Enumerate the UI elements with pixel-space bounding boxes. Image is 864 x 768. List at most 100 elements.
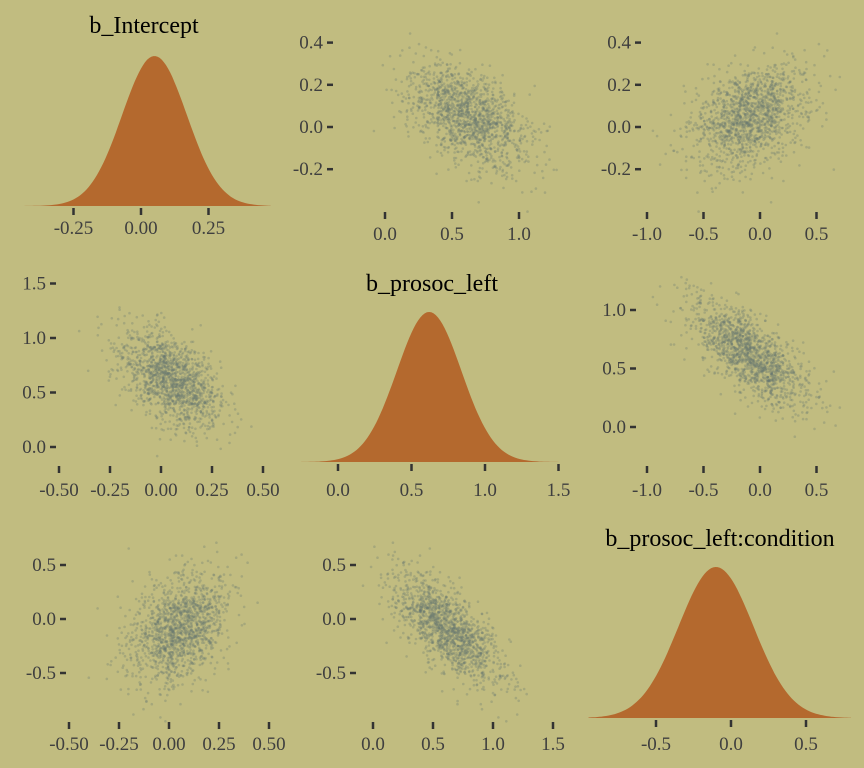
scatter-point [188,430,192,434]
scatter-point [500,94,503,98]
scatter-point [736,130,740,133]
scatter-point [486,108,490,112]
scatter-point [506,125,509,128]
scatter-point [702,119,706,123]
scatter-point [731,86,734,89]
scatter-point [442,92,445,95]
scatter-point [728,93,732,97]
scatter-point [190,383,193,386]
scatter-point [100,322,103,326]
scatter-point [146,345,149,348]
scatter-point [481,107,485,111]
x-tick-label: 0.00 [144,480,177,501]
scatter-point [680,168,683,172]
scatter-point [807,118,811,122]
density-area [19,56,271,206]
scatter-point [834,88,837,92]
scatter-point [459,103,463,107]
scatter-point [484,157,488,161]
scatter-point [480,73,483,77]
scatter-point [798,164,801,167]
scatter-point [687,122,691,125]
scatter-point [725,157,729,161]
scatter-point [777,95,780,99]
scatter-point [488,126,492,130]
scatter-point [655,303,659,307]
scatter-point [161,331,165,334]
scatter-point [496,124,500,127]
scatter-point [425,78,429,81]
scatter-point [192,432,195,435]
scatter-point [146,361,149,364]
scatter-point [222,422,225,426]
scatter-point [133,330,136,334]
scatter-point [781,126,784,130]
scatter-point [771,46,774,49]
scatter-point [168,420,171,423]
scatter-point [153,391,156,394]
scatter-point [450,142,454,146]
scatter-point [175,424,179,427]
scatter-point [725,138,728,142]
scatter-point [760,329,764,333]
scatter-point [505,171,508,175]
scatter-point [126,370,129,373]
scatter-point [792,150,796,154]
scatter-point [176,362,180,366]
scatter-point [712,99,715,102]
scatter-point [531,140,535,143]
scatter-point [150,360,153,364]
scatter-point [765,96,768,100]
scatter-point [142,403,145,407]
scatter-point [147,392,151,396]
scatter-point [204,376,207,380]
scatter-point [195,407,199,411]
scatter-point [404,123,407,126]
scatter-point [757,99,760,102]
scatter-point [669,143,673,147]
scatter-point [766,79,769,83]
scatter-point [215,438,219,442]
scatter-point [481,63,484,66]
scatter-point [154,318,157,322]
scatter-point [512,94,516,97]
scatter-point [742,146,745,150]
scatter-point [468,153,472,157]
scatter-point [513,129,516,132]
scatter-point [465,109,468,112]
scatter-point [483,74,486,78]
scatter-point [158,335,161,338]
scatter-point [156,343,159,347]
scatter-point [439,86,442,89]
scatter-point [730,61,733,65]
scatter-point [445,132,448,136]
scatter-point [792,55,795,59]
scatter-point [157,385,161,389]
scatter-point [741,159,745,163]
scatter-point [776,92,779,96]
scatter-point [233,402,236,406]
scatter-point [443,95,447,99]
scatter-point [145,380,149,384]
scatter-point [109,373,112,376]
scatter-point [110,368,113,371]
scatter-point [784,143,788,147]
scatter-point [730,371,734,374]
scatter-point [720,112,723,115]
scatter-point [526,210,529,213]
scatter-point [118,394,122,397]
scatter-point [781,154,784,157]
scatter-point [469,74,472,77]
scatter-point [456,104,460,108]
scatter-point [449,124,453,127]
scatter-point [468,150,472,153]
scatter-point [185,368,189,372]
scatter-point [186,413,190,417]
scatter-point [113,342,116,345]
scatter-point [456,79,459,83]
scatter-point [96,334,100,337]
scatter-point [765,113,769,117]
scatter-point [515,143,518,147]
scatter-point [701,124,704,128]
scatter-point [496,147,500,150]
